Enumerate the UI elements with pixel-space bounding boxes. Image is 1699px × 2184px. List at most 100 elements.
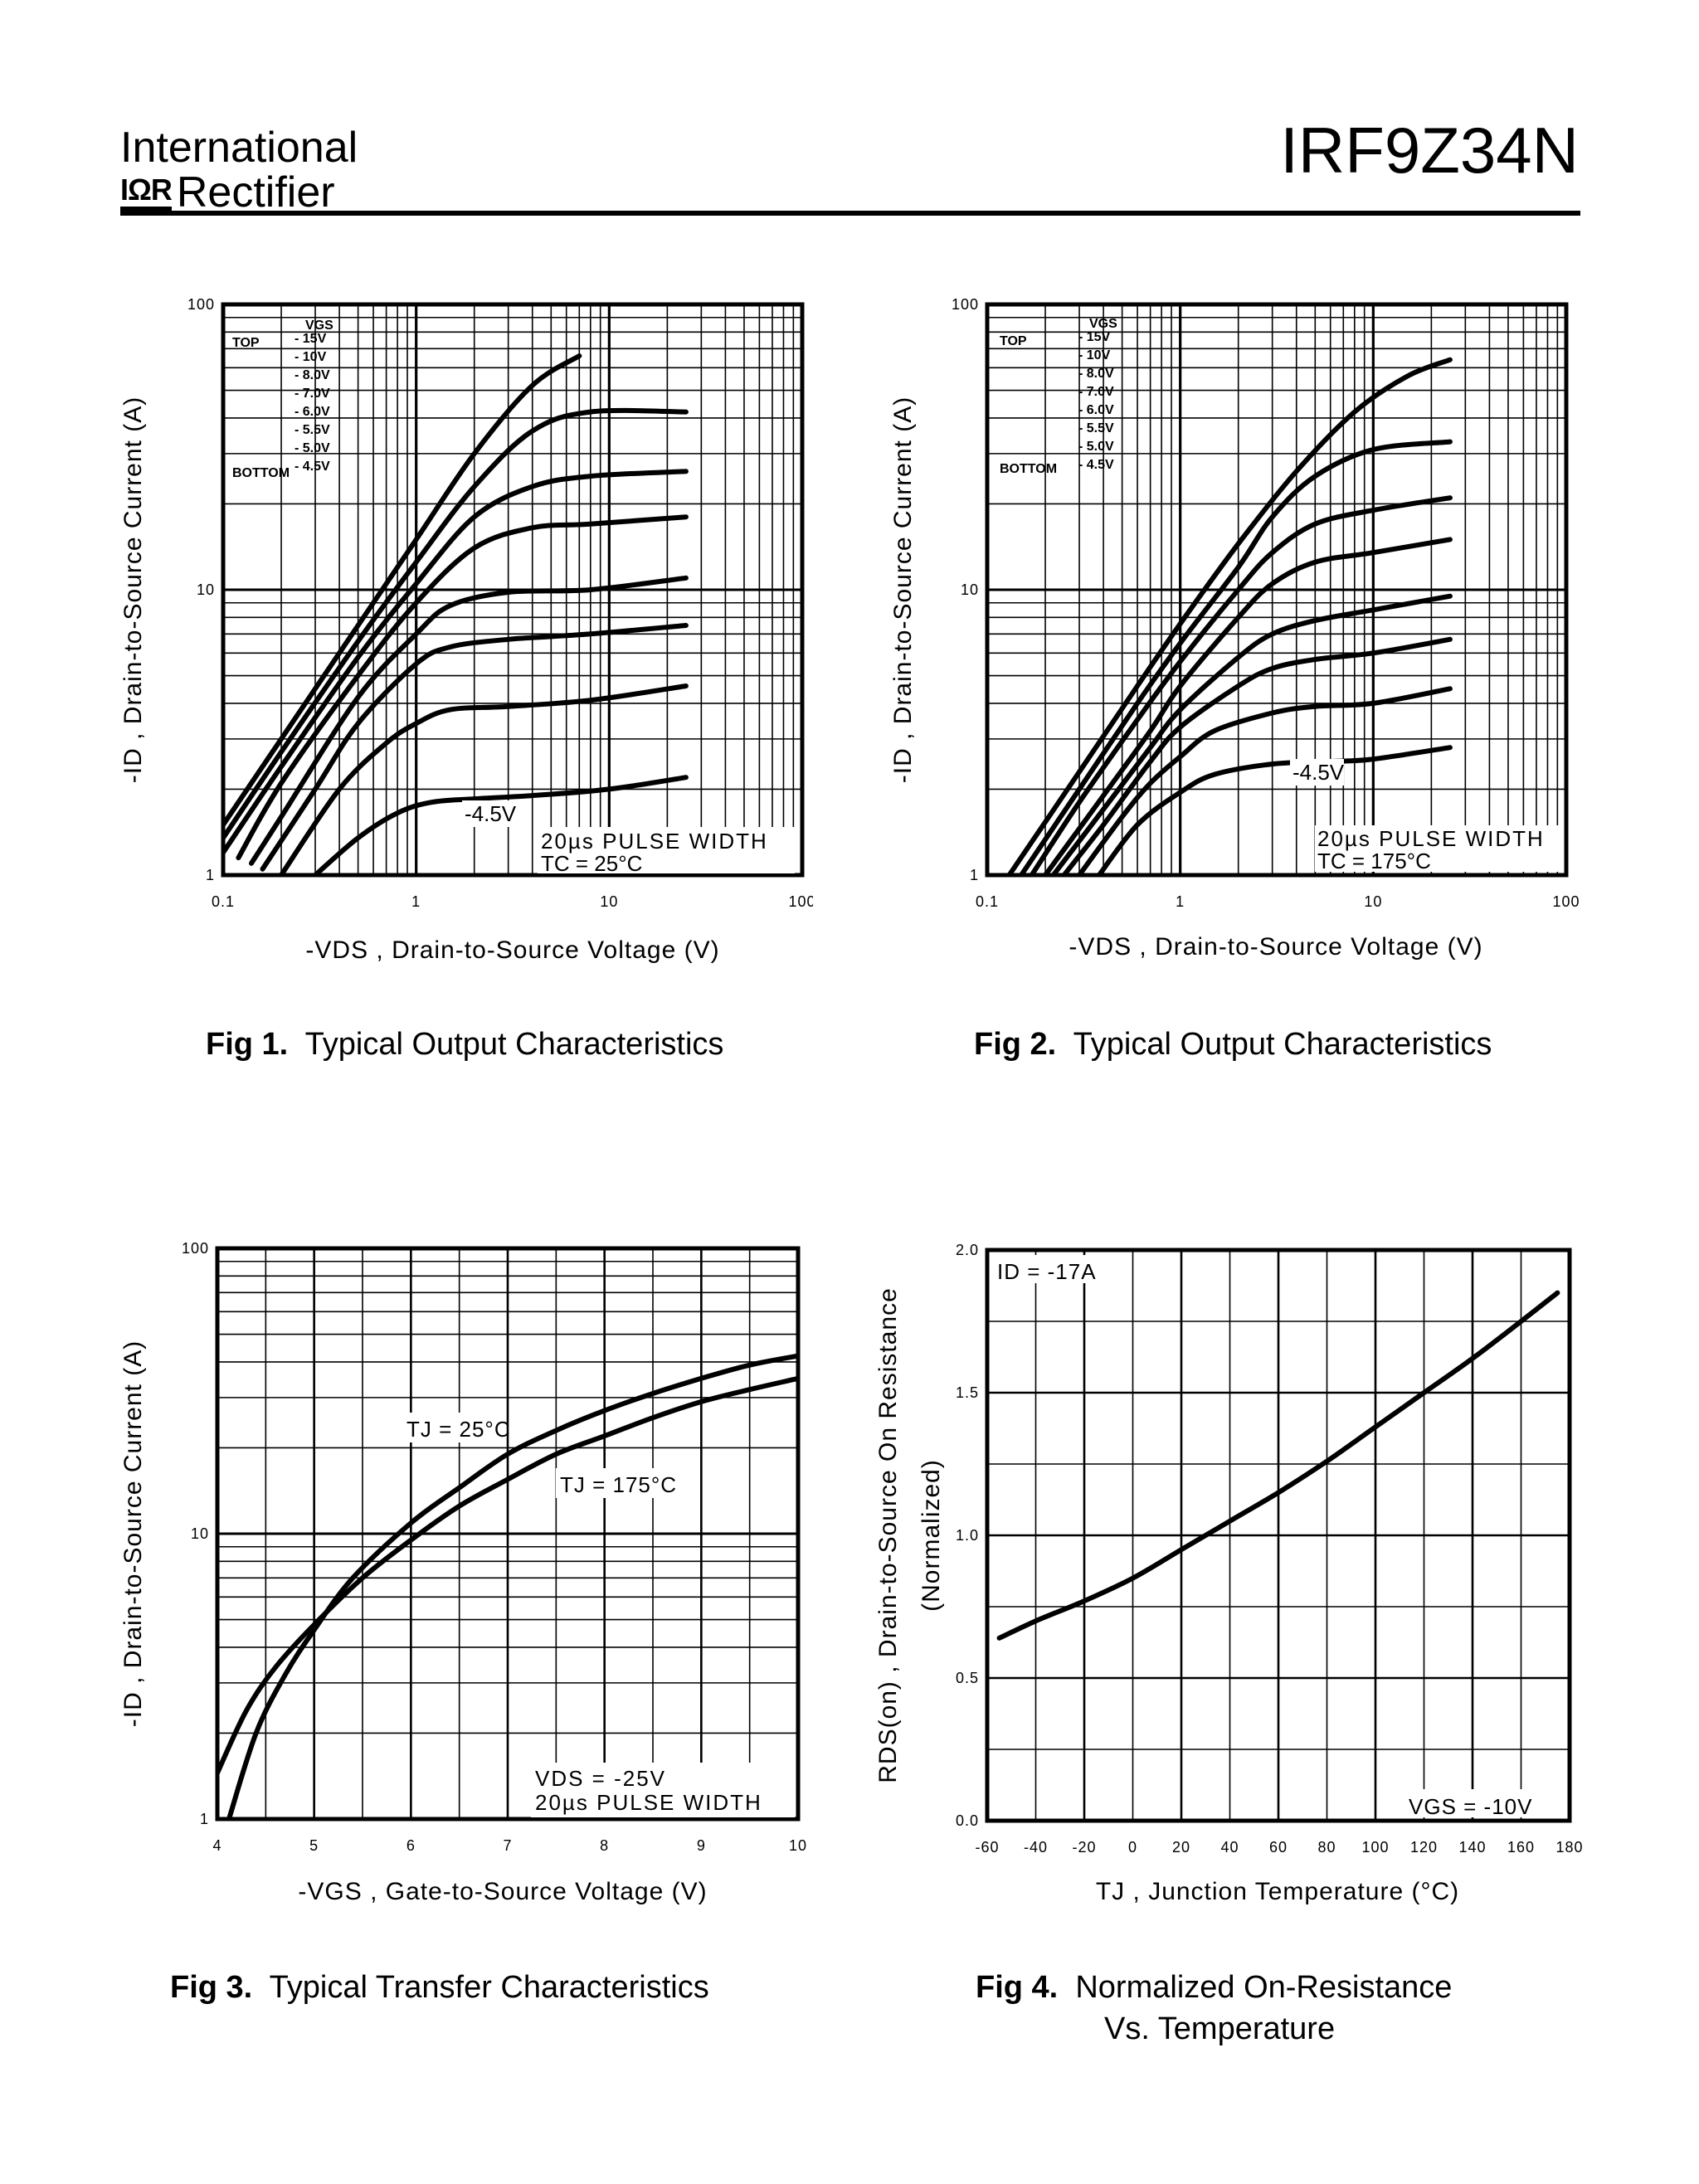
fig2-annotation-pulse: 20µs PULSE WIDTH <box>1317 826 1545 851</box>
fig4-y-tick-label: 2.0 <box>956 1242 979 1258</box>
fig2-y-axis-label: -ID , Drain-to-Source Current (A) <box>889 396 917 783</box>
fig3-y-tick-label: 100 <box>182 1240 209 1257</box>
fig3-x-ticks: 4 5 6 7 8 9 10 <box>212 1837 806 1854</box>
fig2-plot-frame <box>985 302 1569 878</box>
fig2-legend-entry: - 5.0V <box>1078 440 1114 454</box>
fig1-legend-bottom: BOTTOM <box>232 466 290 480</box>
fig3-grid <box>216 1247 800 1821</box>
fig1-x-axis-label: -VDS , Drain-to-Source Voltage (V) <box>305 936 719 964</box>
fig1-caption: Fig 1. Typical Output Characteristics <box>206 1027 723 1063</box>
fig1-x-tick-label: 0.1 <box>212 893 235 910</box>
fig3-chart: 1 10 100 4 5 6 7 8 9 10 -ID , Drain-to-Source Cu… <box>119 1240 806 1905</box>
fig4-y-ticks: 0.0 0.5 1.0 1.5 2.0 <box>956 1242 979 1829</box>
fig2-series-line <box>1043 537 1453 875</box>
fig1-legend-entry: - 15V <box>295 332 327 346</box>
fig3-annotation-tj25: TJ = 25°C <box>406 1417 511 1442</box>
fig2-caption: Fig 2. Typical Output Characteristics <box>974 1027 1492 1063</box>
fig3-label25-bg <box>402 1413 494 1442</box>
fig3-y-axis-label: -ID , Drain-to-Source Current (A) <box>119 1340 147 1727</box>
fig1-annotation-tc: TC = 25°C <box>541 851 642 876</box>
fig4-x-axis-label: TJ , Junction Temperature (°C) <box>1096 1878 1459 1905</box>
fig1-series-line <box>236 514 689 861</box>
fig1-y-tick-label: 10 <box>197 581 215 598</box>
fig4-x-tick-label: 60 <box>1269 1839 1288 1856</box>
fig2-caption-number: Fig 2. <box>974 1027 1057 1062</box>
fig1-series-line <box>279 683 689 875</box>
fig2-legend-entry: - 5.5V <box>1078 421 1114 435</box>
fig2-caption-text: Typical Output Characteristics <box>1073 1027 1492 1062</box>
fig1-y-tick-label: 1 <box>206 867 215 883</box>
fig4-x-tick-label: 140 <box>1458 1839 1486 1856</box>
fig4-annotation-id: ID = -17A <box>997 1259 1097 1284</box>
fig1-annotation-45v: -4.5V <box>465 801 517 826</box>
fig4-x-tick-label: -20 <box>1072 1839 1096 1856</box>
fig1-series-line <box>223 469 689 855</box>
fig4-x-tick-label: -40 <box>1024 1839 1048 1856</box>
fig4-y-tick-label: 0.0 <box>956 1812 979 1829</box>
fig3-series-line <box>217 1375 798 1776</box>
fig1-legend-top: TOP <box>232 336 260 350</box>
fig4-caption-number: Fig 4. <box>976 1970 1059 2005</box>
fig4-x-tick-label: 80 <box>1317 1839 1336 1856</box>
fig2-chart: 1 10 100 0.1 1 10 100 -ID , Drain-to-Source C… <box>889 296 1580 961</box>
fig1-note-bg <box>538 827 795 873</box>
fig3-y-ticks: 1 10 100 <box>182 1240 209 1827</box>
fig3-x-tick-label: 8 <box>600 1837 609 1854</box>
fig3-y-tick-label: 1 <box>200 1811 209 1827</box>
fig2-x-tick-label: 0.1 <box>976 893 999 910</box>
fig1-y-ticks: 1 10 100 <box>187 296 215 883</box>
fig4-y-axis-label2: (Normalized) <box>918 1459 945 1612</box>
fig4-x-tick-label: 180 <box>1555 1839 1583 1856</box>
fig3-annotation-pulse: 20µs PULSE WIDTH <box>535 1790 762 1815</box>
part-number: IRF9Z34N <box>1280 114 1579 187</box>
fig1-legend-entries: - 15V - 10V - 8.0V - 7.0V - 6.0V - 5.5V - 5.0V… <box>295 332 330 474</box>
fig2-annotation-tc: TC = 175°C <box>1317 849 1431 873</box>
fig4-x-tick-label: 40 <box>1220 1839 1239 1856</box>
fig2-legend: VGS TOP BOTTOM - 15V - 10V - 8.0V - 7.0V - 6… <box>1000 317 1117 476</box>
fig3-caption: Fig 3. Typical Transfer Characteristics <box>170 1970 709 2006</box>
fig2-series-line <box>1077 686 1453 875</box>
fig4-y-axis-label: RDS(on) , Drain-to-Source On Resistance <box>874 1287 902 1783</box>
fig1-series-line <box>260 623 689 872</box>
fig3-series-line <box>226 1353 798 1819</box>
fig2-legend-entry: - 10V <box>1078 348 1111 362</box>
fig3-x-tick-label: 7 <box>503 1837 512 1854</box>
fig2-y-tick-label: 100 <box>952 296 979 313</box>
fig3-caption-text: Typical Transfer Characteristics <box>269 1970 709 2005</box>
fig1-legend: VGS TOP BOTTOM - 15V - 10V - 8.0V - 7.0V - 6… <box>232 319 333 480</box>
fig4-y-tick-label: 1.0 <box>956 1527 979 1544</box>
fig2-series-line <box>1006 357 1453 875</box>
fig4-caption-text: Normalized On-Resistance <box>1075 1970 1453 2005</box>
fig2-series-line <box>1019 439 1453 875</box>
fig3-annotation-tj175: TJ = 175°C <box>560 1472 677 1497</box>
fig2-legend-entry: - 15V <box>1078 330 1111 344</box>
fig2-legend-entries: - 15V - 10V - 8.0V - 7.0V - 6.0V - 5.5V - 5.0V… <box>1078 330 1114 472</box>
fig3-y-tick-label: 10 <box>191 1525 209 1542</box>
fig4-chart: 0.0 0.5 1.0 1.5 2.0 -60 -40 -20 0 20 40 60 80 100 120… <box>874 1242 1583 1905</box>
fig3-x-tick-label: 4 <box>212 1837 222 1854</box>
fig3-x-axis-label: -VGS , Gate-to-Source Voltage (V) <box>298 1878 707 1905</box>
fig4-vgs-bg <box>1404 1789 1566 1817</box>
fig1-legend-entry: - 5.5V <box>295 423 330 437</box>
fig2-curves <box>1006 357 1453 875</box>
fig4-x-tick-label: -60 <box>975 1839 999 1856</box>
fig4-x-tick-label: 0 <box>1128 1839 1137 1856</box>
fig1-caption-number: Fig 1. <box>206 1027 289 1062</box>
fig1-curves <box>223 353 689 875</box>
fig2-series-line <box>1029 495 1453 875</box>
fig4-x-tick-label: 20 <box>1172 1839 1190 1856</box>
fig2-series-line <box>1096 745 1453 875</box>
fig2-label-bg <box>1290 759 1344 786</box>
fig1-legend-entry: - 8.0V <box>295 368 330 382</box>
fig4-id-bg <box>994 1255 1112 1283</box>
fig2-x-tick-label: 100 <box>1552 893 1580 910</box>
fig4-series-line <box>996 1290 1560 1641</box>
fig4-annotation-vgs: VGS = -10V <box>1409 1794 1532 1819</box>
fig4-x-ticks: -60 -40 -20 0 20 40 60 80 100 120 140 160 180 <box>975 1839 1583 1856</box>
fig1-series-line <box>223 353 582 828</box>
fig2-legend-top: TOP <box>1000 334 1027 348</box>
fig2-legend-entry: - 4.5V <box>1078 458 1114 472</box>
fig4-curves <box>996 1290 1560 1641</box>
fig3-caption-number: Fig 3. <box>170 1970 253 2005</box>
fig3-x-tick-label: 6 <box>406 1837 416 1854</box>
